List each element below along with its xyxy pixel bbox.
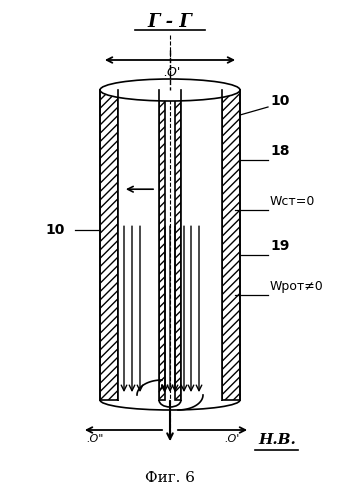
Text: .О': .О': [224, 434, 240, 444]
Polygon shape: [159, 90, 165, 400]
Text: .О': .О': [163, 66, 181, 79]
Polygon shape: [118, 90, 159, 400]
Text: Г - Г: Г - Г: [147, 13, 192, 31]
Polygon shape: [175, 90, 181, 400]
Text: 18: 18: [270, 144, 289, 158]
Text: Н.В.: Н.В.: [258, 433, 296, 447]
Text: 19: 19: [270, 239, 289, 253]
Text: Wрот≠0: Wрот≠0: [270, 280, 324, 293]
Polygon shape: [100, 90, 118, 400]
Text: 10: 10: [46, 223, 65, 237]
Ellipse shape: [100, 79, 240, 101]
Polygon shape: [181, 90, 222, 400]
Polygon shape: [222, 90, 240, 400]
Text: Фиг. 6: Фиг. 6: [145, 471, 195, 485]
Text: 10: 10: [270, 94, 289, 108]
Text: Wст=0: Wст=0: [270, 195, 315, 208]
Text: .О": .О": [86, 434, 104, 444]
